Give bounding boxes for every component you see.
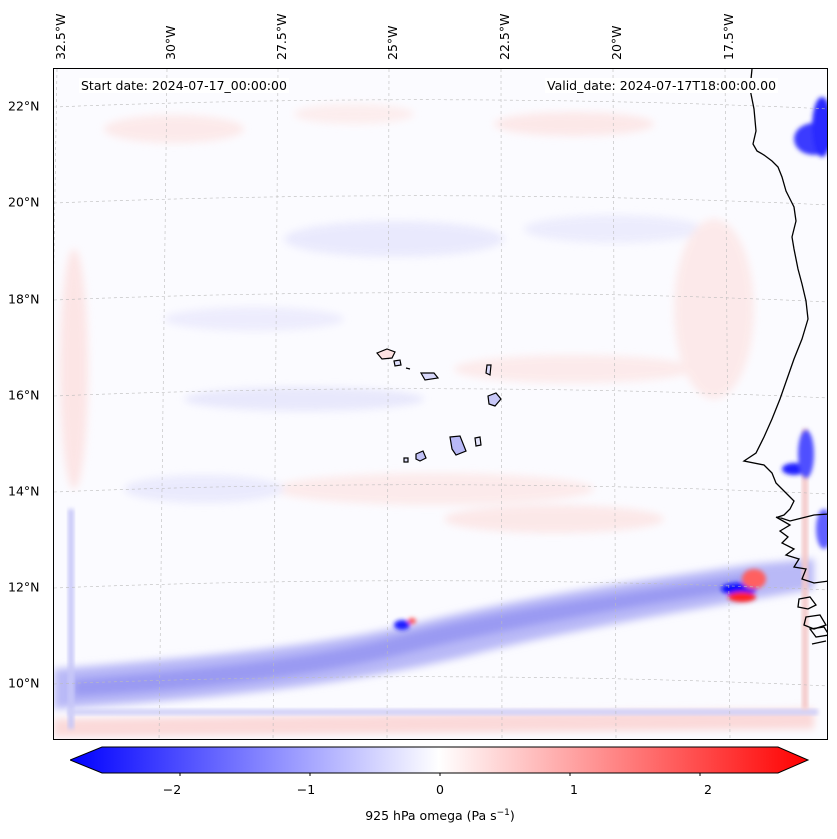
cape-verde-islands: [376, 348, 502, 463]
lon-label-17-5w: 17.5°W: [721, 13, 736, 60]
colorbar-tick-neg1: −1: [296, 782, 316, 797]
lat-label-22n: 22°N: [8, 98, 40, 114]
colorbar-tick-2: 2: [704, 782, 712, 797]
island-santa-luzia: [405, 367, 411, 370]
lat-label-20n: 20°N: [8, 194, 40, 210]
omega-field: [60, 104, 754, 533]
island-santo-antao: [376, 348, 396, 360]
colorbar-tick-0: 0: [436, 782, 444, 797]
lon-label-27-5w: 27.5°W: [274, 13, 289, 60]
lon-label-25w: 25°W: [385, 25, 400, 60]
colorbar-tick-neg2: −2: [162, 782, 182, 797]
colorbar-title-suffix: ): [509, 808, 515, 824]
map-canvas: [54, 69, 827, 739]
omega-band-south: [54, 559, 814, 737]
valid-date-label: Valid_date: 2024-07-17T18:00:00.00: [545, 78, 779, 93]
graticule: [54, 69, 827, 739]
island-sao-vicente: [393, 359, 402, 367]
lat-label-12n: 12°N: [8, 579, 40, 595]
start-date-label: Start date: 2024-07-17_00:00:00: [79, 78, 289, 93]
island-santiago: [449, 435, 467, 456]
lat-label-14n: 14°N: [8, 483, 40, 499]
lon-label-32-5w: 32.5°W: [53, 13, 68, 60]
lat-label-18n: 18°N: [8, 291, 40, 307]
colorbar-svg: [68, 746, 810, 777]
colorbar-title-exponent: −1: [496, 808, 510, 818]
colorbar: [68, 746, 810, 780]
island-sal: [485, 364, 492, 376]
omega-hotspots: [394, 97, 827, 630]
lat-label-16n: 16°N: [8, 387, 40, 403]
lon-label-20w: 20°W: [609, 25, 624, 60]
island-boa-vista: [487, 392, 502, 407]
colorbar-tick-1: 1: [570, 782, 578, 797]
island-sao-nicolau: [419, 372, 440, 381]
lat-label-10n: 10°N: [8, 675, 40, 691]
lon-label-22-5w: 22.5°W: [497, 13, 512, 60]
omega-map[interactable]: [53, 68, 828, 740]
coastline: [742, 69, 827, 645]
lon-label-30w: 30°W: [163, 25, 178, 60]
island-maio: [474, 436, 482, 447]
island-brava: [403, 457, 409, 463]
colorbar-title: 925 hPa omega (Pa s−1): [365, 808, 515, 823]
colorbar-title-text: 925 hPa omega (Pa s: [365, 808, 497, 824]
island-fogo: [415, 450, 427, 462]
colorbar-gradient: [68, 746, 810, 774]
